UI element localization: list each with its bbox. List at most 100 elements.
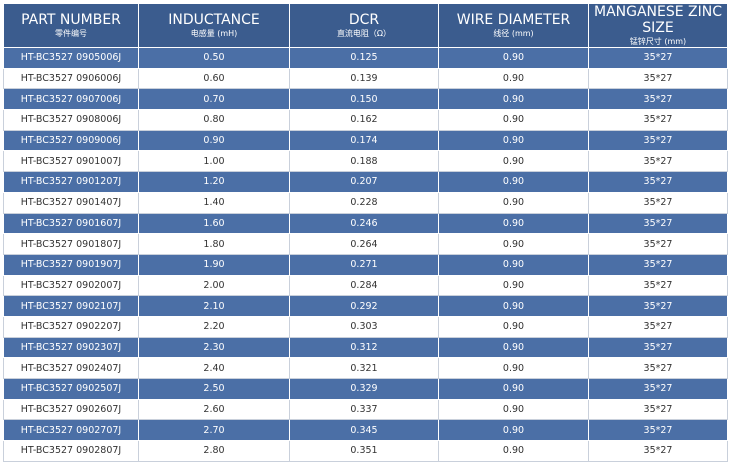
- table-cell: 0.90: [438, 378, 589, 400]
- header-title: WIRE DIAMETER: [456, 12, 571, 28]
- header-title: DCR: [348, 12, 380, 28]
- table-row: HT-BC3527 0901607J 1.60 0.246 0.90 35*27: [3, 212, 728, 235]
- table-cell: HT-BC3527 0901407J: [3, 191, 139, 214]
- table-cell: 0.90: [438, 336, 589, 359]
- table-row: HT-BC3527 0902007J 2.00 0.284 0.90 35*27: [3, 274, 728, 297]
- table-cell: 0.90: [138, 129, 290, 152]
- table-cell: 0.60: [138, 67, 290, 90]
- table-cell: 35*27: [588, 440, 728, 462]
- table-cell: 35*27: [588, 88, 728, 111]
- table-row: HT-BC3527 0902207J 2.20 0.303 0.90 35*27: [3, 315, 728, 338]
- table-cell: 0.90: [438, 88, 589, 111]
- table-cell: 1.90: [138, 253, 290, 276]
- header-subtitle: 零件编号: [55, 29, 87, 38]
- table-cell: 0.90: [438, 47, 589, 69]
- table-cell: 0.188: [289, 150, 439, 173]
- table-cell: 35*27: [588, 315, 728, 338]
- table-row: HT-BC3527 0902307J 2.30 0.312 0.90 35*27: [3, 336, 728, 359]
- table-row: HT-BC3527 0902707J 2.70 0.345 0.90 35*27: [3, 419, 728, 442]
- table-cell: 0.90: [438, 212, 589, 235]
- table-cell: HT-BC3527 0902407J: [3, 357, 139, 379]
- table-cell: HT-BC3527 0905006J: [3, 47, 139, 69]
- table-cell: 2.80: [138, 440, 290, 462]
- table-cell: 35*27: [588, 253, 728, 276]
- table-cell: 35*27: [588, 150, 728, 173]
- table-cell: 1.80: [138, 233, 290, 255]
- table-row: HT-BC3527 0902807J 2.80 0.351 0.90 35*27: [3, 440, 728, 462]
- table-cell: 0.174: [289, 129, 439, 152]
- table-row: HT-BC3527 0907006J 0.70 0.150 0.90 35*27: [3, 88, 728, 111]
- table-cell: 0.246: [289, 212, 439, 235]
- table-row: HT-BC3527 0902407J 2.40 0.321 0.90 35*27: [3, 357, 728, 379]
- table-cell: 35*27: [588, 357, 728, 379]
- table-cell: HT-BC3527 0902007J: [3, 274, 139, 297]
- table-cell: 35*27: [588, 212, 728, 235]
- table-cell: HT-BC3527 0901907J: [3, 253, 139, 276]
- table-cell: 0.337: [289, 398, 439, 421]
- table-cell: 35*27: [588, 336, 728, 359]
- table-cell: 0.345: [289, 419, 439, 442]
- table-row: HT-BC3527 0901007J 1.00 0.188 0.90 35*27: [3, 150, 728, 173]
- table-cell: 35*27: [588, 171, 728, 193]
- table-body: HT-BC3527 0905006J 0.50 0.125 0.90 35*27 HT-B…: [3, 47, 728, 462]
- table-cell: 0.150: [289, 88, 439, 111]
- header-title: INDUCTANCE: [168, 12, 260, 28]
- column-header: MANGANESE ZINC SIZE 锰锌尺寸 (mm): [588, 3, 728, 48]
- table-cell: 35*27: [588, 47, 728, 69]
- table-cell: 0.303: [289, 315, 439, 338]
- table-row: HT-BC3527 0901807J 1.80 0.264 0.90 35*27: [3, 233, 728, 255]
- table-cell: 0.228: [289, 191, 439, 214]
- header-subtitle: 锰锌尺寸 (mm): [629, 37, 687, 46]
- table-cell: 0.90: [438, 295, 589, 317]
- table-cell: 0.284: [289, 274, 439, 297]
- table-cell: 0.90: [438, 398, 589, 421]
- table-cell: 0.90: [438, 171, 589, 193]
- table-cell: 35*27: [588, 419, 728, 442]
- table-cell: HT-BC3527 0901007J: [3, 150, 139, 173]
- table-cell: HT-BC3527 0907006J: [3, 88, 139, 111]
- table-cell: 2.70: [138, 419, 290, 442]
- header-title: MANGANESE ZINC SIZE: [593, 4, 723, 36]
- table-row: HT-BC3527 0901207J 1.20 0.207 0.90 35*27: [3, 171, 728, 193]
- table-cell: 35*27: [588, 191, 728, 214]
- table-cell: 0.90: [438, 150, 589, 173]
- table-cell: 2.60: [138, 398, 290, 421]
- table-cell: 35*27: [588, 109, 728, 131]
- table-cell: HT-BC3527 0906006J: [3, 67, 139, 90]
- table-cell: HT-BC3527 0902607J: [3, 398, 139, 421]
- table-cell: HT-BC3527 0902707J: [3, 419, 139, 442]
- table-cell: 1.40: [138, 191, 290, 214]
- table-cell: HT-BC3527 0902207J: [3, 315, 139, 338]
- table-cell: 2.00: [138, 274, 290, 297]
- table-row: HT-BC3527 0909006J 0.90 0.174 0.90 35*27: [3, 129, 728, 152]
- table-cell: 0.271: [289, 253, 439, 276]
- table-cell: 35*27: [588, 295, 728, 317]
- table-cell: 1.20: [138, 171, 290, 193]
- column-header: INDUCTANCE 电感量 (mH): [138, 3, 290, 48]
- table-cell: 2.40: [138, 357, 290, 379]
- table-cell: HT-BC3527 0901807J: [3, 233, 139, 255]
- table-cell: 2.30: [138, 336, 290, 359]
- table-row: HT-BC3527 0905006J 0.50 0.125 0.90 35*27: [3, 47, 728, 69]
- table-cell: 0.329: [289, 378, 439, 400]
- table-cell: 0.90: [438, 129, 589, 152]
- column-header: DCR 直流电阻（Ω）: [289, 3, 439, 48]
- table-cell: HT-BC3527 0902507J: [3, 378, 139, 400]
- table-cell: 0.139: [289, 67, 439, 90]
- table-cell: 0.90: [438, 67, 589, 90]
- table-cell: HT-BC3527 0902807J: [3, 440, 139, 462]
- header-row: PART NUMBER 零件编号 INDUCTANCE 电感量 (mH) DCR 直流电阻…: [3, 3, 728, 48]
- table-cell: 0.50: [138, 47, 290, 69]
- header-subtitle: 电感量 (mH): [190, 29, 238, 38]
- column-header: PART NUMBER 零件编号: [3, 3, 139, 48]
- table-cell: 35*27: [588, 378, 728, 400]
- table-cell: 0.90: [438, 419, 589, 442]
- table-row: HT-BC3527 0902607J 2.60 0.337 0.90 35*27: [3, 398, 728, 421]
- table-cell: 0.312: [289, 336, 439, 359]
- table-cell: 0.90: [438, 357, 589, 379]
- table-cell: HT-BC3527 0901607J: [3, 212, 139, 235]
- table-cell: 2.50: [138, 378, 290, 400]
- table-cell: 2.20: [138, 315, 290, 338]
- table-cell: 0.264: [289, 233, 439, 255]
